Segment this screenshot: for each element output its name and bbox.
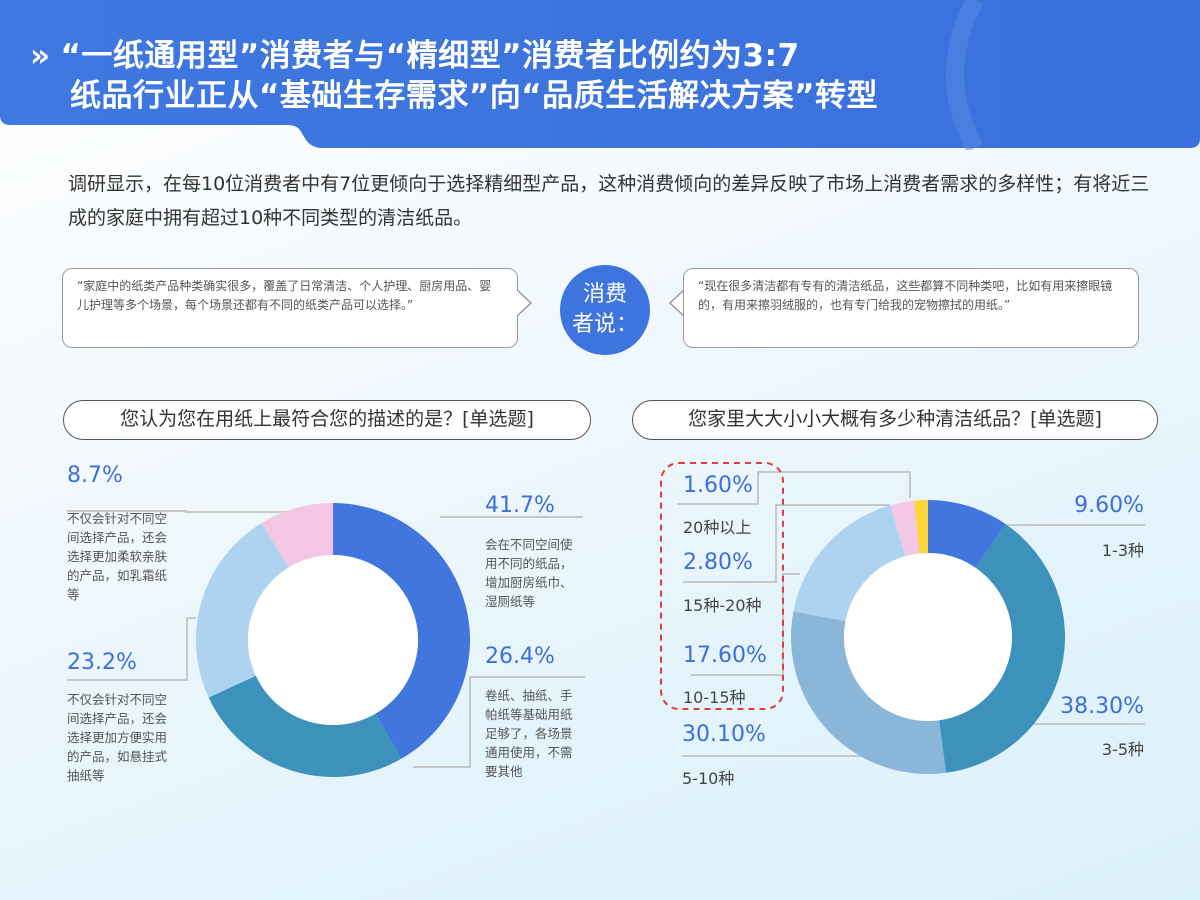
right-label-pct-5: 2.80% bbox=[683, 550, 753, 575]
page-title-line2: 纸品行业正从“基础生存需求”向“品质生活解决方案”转型 bbox=[70, 78, 878, 114]
right-label-pct-2: 38.30% bbox=[1060, 694, 1144, 719]
donut-segment bbox=[333, 503, 471, 759]
header-banner: » “一纸通用型”消费者与“精细型”消费者比例约为3:7 纸品行业正从“基础生存需… bbox=[0, 0, 1200, 150]
left-label-pct-1: 41.7% bbox=[485, 493, 555, 518]
right-label-pct-6: 1.60% bbox=[683, 473, 753, 498]
right-label-cat-5: 15种-20种 bbox=[683, 596, 762, 615]
left-label-pct-3: 23.2% bbox=[67, 650, 137, 675]
highlight-dashed-box bbox=[660, 462, 784, 710]
left-label-pct-2: 26.4% bbox=[485, 644, 555, 669]
quote-pointer-right-icon bbox=[516, 289, 532, 317]
left-donut-chart bbox=[196, 503, 471, 778]
donut-segment bbox=[890, 500, 920, 557]
right-label-pct-3: 30.10% bbox=[682, 722, 766, 747]
left-label-desc-4: 不仅会针对不同空间选择产品，还会选择更加柔软亲肤的产品，如乳霜纸等 bbox=[67, 511, 168, 602]
chevron-double-right-icon: » bbox=[30, 38, 51, 74]
page-title-line1: » “一纸通用型”消费者与“精细型”消费者比例约为3:7 bbox=[30, 38, 800, 74]
header-background bbox=[0, 0, 1200, 150]
left-label-desc-2: 卷纸、抽纸、手帕纸等基础用纸足够了，各场景通用使用，不需要其他 bbox=[485, 688, 573, 779]
right-label-cat-1: 1-3种 bbox=[1101, 541, 1144, 560]
right-chart-question: 您家里大大小小大概有多少种清洁纸品？[单选题] bbox=[632, 400, 1158, 440]
consumer-says-badge: 消费 者说： bbox=[560, 265, 650, 355]
donut-segment bbox=[196, 522, 289, 698]
donut-segment bbox=[914, 500, 928, 554]
donut-segment bbox=[939, 524, 1065, 773]
left-label-desc-3: 不仅会针对不同空间选择产品，还会选择更加方便实用的产品，如悬挂式抽纸等 bbox=[67, 692, 168, 783]
donut-segment bbox=[793, 505, 906, 622]
right-label-cat-6: 20种以上 bbox=[683, 518, 752, 537]
right-label-pct-4: 17.60% bbox=[683, 643, 767, 668]
left-label-desc-1: 会在不同空间使用不同的纸品，增加厨房纸巾、湿厕纸等 bbox=[485, 537, 573, 609]
donut-segment bbox=[208, 675, 402, 778]
right-label-cat-2: 3-5种 bbox=[1101, 740, 1144, 759]
right-donut-chart bbox=[791, 500, 1065, 774]
donut-segment bbox=[791, 611, 947, 774]
donut-segment bbox=[261, 503, 333, 568]
left-chart-question: 您认为您在用纸上最符合您的描述的是？[单选题] bbox=[63, 400, 591, 440]
right-label-cat-4: 10-15种 bbox=[683, 688, 746, 707]
donut-segment bbox=[928, 500, 1006, 568]
right-label-cat-3: 5-10种 bbox=[682, 769, 735, 788]
quote-box-right: “现在很多清洁都有专有的清洁纸品，这些都算不同种类吧，比如有用来擦眼镜的，有用来… bbox=[683, 268, 1139, 348]
intro-paragraph: 调研显示，在每10位消费者中有7位更倾向于选择精细型产品，这种消费倾向的差异反映… bbox=[68, 173, 1150, 229]
right-label-pct-1: 9.60% bbox=[1074, 493, 1144, 518]
quote-box-left: “家庭中的纸类产品种类确实很多，覆盖了日常清洁、个人护理、厨房用品、婴儿护理等多… bbox=[62, 268, 518, 348]
left-label-pct-4: 8.7% bbox=[67, 463, 123, 488]
